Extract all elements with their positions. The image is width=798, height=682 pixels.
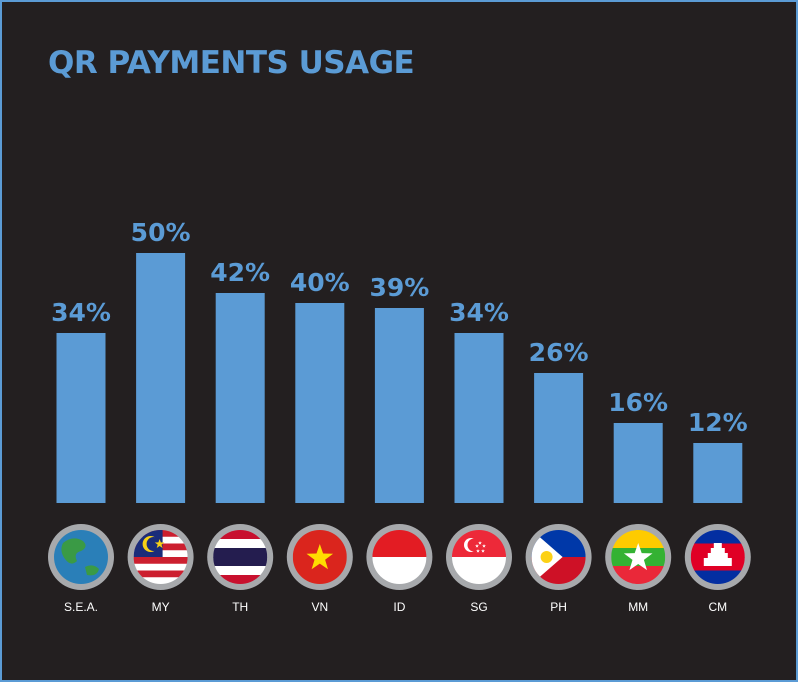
value-label: 50% — [131, 218, 191, 247]
flag-stripe — [213, 557, 268, 567]
flag-stripe — [213, 575, 268, 584]
flag-stripe — [611, 566, 666, 584]
flag — [54, 530, 108, 584]
value-label: 26% — [529, 338, 589, 367]
flag-star — [482, 544, 486, 548]
x-tick-label: SG — [470, 600, 487, 614]
flag-star — [154, 539, 165, 548]
value-label: 16% — [608, 388, 668, 417]
flag-moon-cut — [467, 538, 481, 552]
value-label: 39% — [369, 273, 429, 302]
value-label: 40% — [290, 268, 350, 297]
flag-stripe — [213, 566, 268, 576]
flag-star — [476, 549, 480, 553]
flag — [213, 530, 268, 584]
x-tick-label: PH — [550, 600, 567, 614]
x-tick-label: VN — [311, 600, 328, 614]
x-tick-label: CM — [708, 600, 727, 614]
flag-stripe — [213, 539, 268, 549]
flag-star — [475, 544, 479, 548]
flag-star — [478, 541, 482, 545]
flag-sun — [540, 551, 553, 563]
flag-stripe — [133, 577, 188, 584]
x-tick-label: ID — [393, 600, 405, 614]
flag — [611, 530, 666, 584]
x-tick-label: S.E.A. — [64, 600, 98, 614]
bar — [693, 443, 743, 503]
flag-land — [61, 538, 99, 576]
x-tick-label: MY — [152, 600, 170, 614]
bar — [374, 308, 424, 503]
bar — [295, 303, 345, 503]
flag-ocean — [54, 530, 108, 584]
chart-title: QR PAYMENTS USAGE — [48, 45, 414, 81]
flag-temple — [703, 543, 732, 566]
flag-stripe — [213, 548, 268, 558]
value-label: 34% — [51, 298, 111, 327]
bar — [56, 333, 106, 503]
flag-star — [481, 549, 485, 553]
flag-star — [306, 544, 334, 570]
value-label: 34% — [449, 298, 509, 327]
x-tick-label: MM — [628, 600, 648, 614]
flag — [292, 530, 347, 584]
flag-star — [623, 543, 653, 571]
flag-stripe — [133, 557, 188, 565]
flag-stripe — [611, 530, 666, 549]
x-tick-label: TH — [232, 600, 248, 614]
flag-stripe — [133, 570, 188, 578]
bar — [534, 373, 584, 503]
bar — [215, 293, 265, 503]
flag-stripe — [133, 563, 188, 571]
value-label: 42% — [210, 258, 270, 287]
bar — [454, 333, 504, 503]
bar — [136, 253, 186, 503]
flag-stripe — [213, 530, 268, 540]
bar — [613, 423, 663, 503]
value-label: 12% — [688, 408, 748, 437]
